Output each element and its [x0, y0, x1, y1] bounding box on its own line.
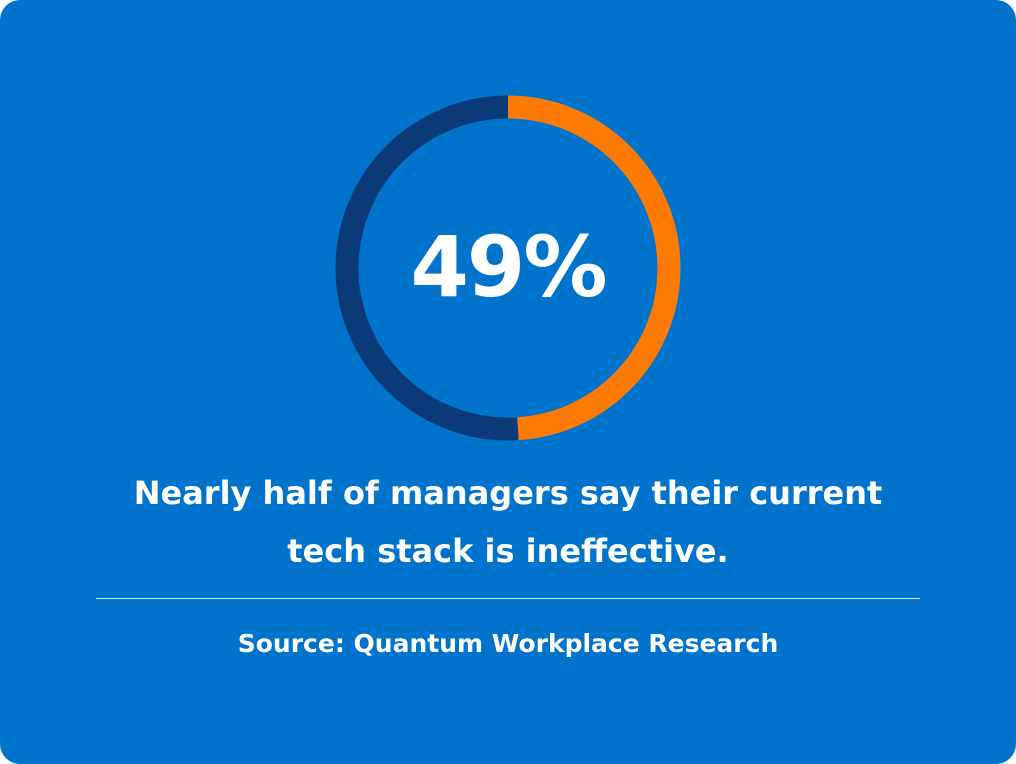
source-citation: Source: Quantum Workplace Research [237, 629, 779, 658]
headline-line-1: Nearly half of managers say their curren… [133, 474, 883, 512]
donut-segment-remainder [335, 95, 681, 441]
headline: Nearly half of managers say their curren… [60, 464, 956, 580]
donut-chart [335, 95, 681, 441]
donut-center-value: 49% [410, 218, 607, 316]
divider [96, 598, 920, 599]
headline-line-2: tech stack is ineffective. [287, 532, 729, 570]
donut-center: 49% [335, 95, 681, 441]
